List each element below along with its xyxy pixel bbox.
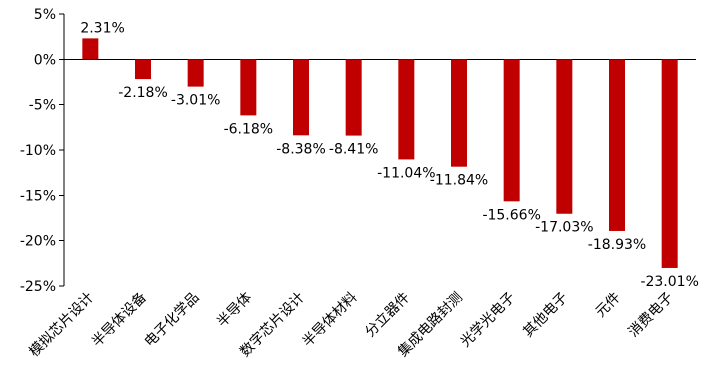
data-label: -3.01% <box>171 93 221 109</box>
data-label: -6.18% <box>224 121 274 137</box>
bar-3 <box>187 59 204 87</box>
y-tick-label: 0% <box>34 52 56 68</box>
category-label: 半导体设备 <box>88 289 150 351</box>
bar-8 <box>451 59 467 167</box>
category-label: 消费电子 <box>626 290 677 341</box>
data-label: -11.04% <box>377 165 435 181</box>
category-label: 半导体材料 <box>300 290 361 351</box>
category-label: 半导体 <box>214 290 255 331</box>
data-label: -2.18% <box>118 85 168 101</box>
category-label: 电子化学品 <box>142 290 203 351</box>
category-label: 光学光电子 <box>458 290 519 351</box>
bar-5 <box>293 59 309 136</box>
bar-2 <box>135 59 151 80</box>
data-label: -11.84% <box>430 173 488 189</box>
bar-10 <box>556 59 573 214</box>
data-label: -15.66% <box>482 207 540 223</box>
y-tick-label: -5% <box>29 98 56 114</box>
bar-9 <box>503 59 520 202</box>
bar-11 <box>609 59 625 231</box>
data-label: -18.93% <box>588 237 646 253</box>
bar-1 <box>82 38 99 60</box>
data-label: -8.38% <box>276 141 326 157</box>
bar-4 <box>240 59 257 116</box>
data-label: -17.03% <box>535 220 593 236</box>
data-label: -8.41% <box>329 142 379 158</box>
y-tick-label: -25% <box>20 279 56 295</box>
y-tick-label: -20% <box>20 234 56 250</box>
bar-6 <box>345 59 362 136</box>
y-tick-label: -10% <box>20 143 56 159</box>
category-label: 模拟芯片设计 <box>26 290 97 361</box>
data-label: 2.31% <box>80 20 124 36</box>
y-tick-label: 5% <box>34 7 56 23</box>
category-label: 其他电子 <box>520 290 571 341</box>
bar-7 <box>398 59 415 160</box>
bar-12 <box>661 59 678 268</box>
category-label: 分立器件 <box>362 290 413 341</box>
data-label: -23.01% <box>640 274 698 290</box>
y-tick-label: -15% <box>20 188 56 204</box>
category-label: 元件 <box>593 290 624 321</box>
